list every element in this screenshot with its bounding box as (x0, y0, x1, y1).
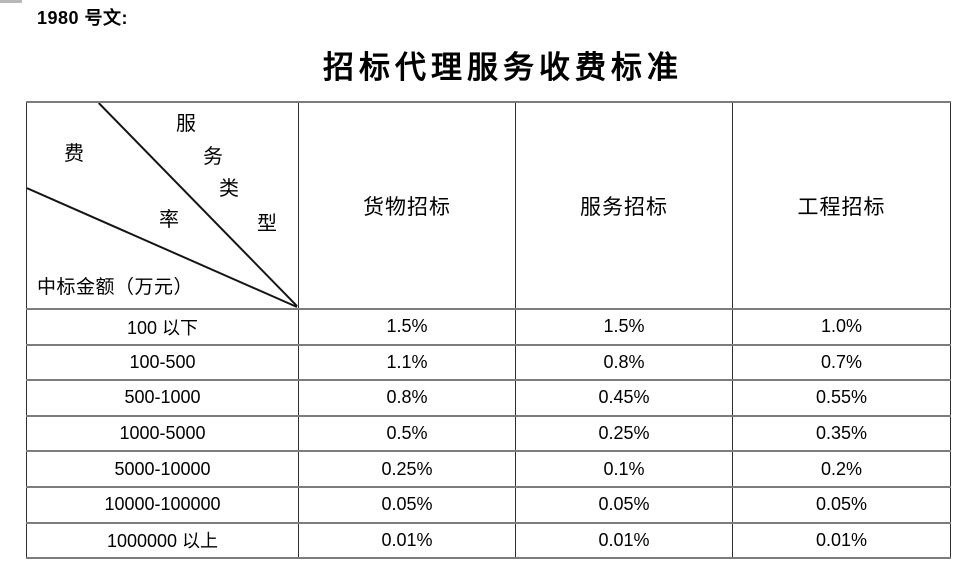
corner-label-fee-char-2: 率 (159, 209, 179, 231)
rate-cell: 0.7% (732, 343, 951, 382)
table-row: 100-500 1.1% 0.8% 0.7% (26, 343, 951, 382)
column-header-works: 工程招标 (732, 101, 951, 310)
amount-range-cell: 100 以下 (26, 308, 299, 346)
corner-label-type-char-3: 类 (219, 178, 239, 200)
amount-range-cell: 1000-5000 (26, 414, 299, 453)
rate-cell: 0.45% (515, 379, 733, 417)
table-row: 100 以下 1.5% 1.5% 1.0% (26, 308, 951, 346)
diagonal-split-lines (27, 104, 298, 307)
corner-label-type-char-1: 服 (176, 113, 196, 135)
rate-cell: 0.01% (298, 521, 516, 560)
rate-cell: 1.5% (298, 308, 516, 346)
rate-cell: 0.25% (515, 414, 733, 453)
rate-cell: 0.1% (515, 450, 733, 488)
column-header-goods: 货物招标 (298, 101, 516, 310)
corner-label-type-char-4: 型 (257, 213, 277, 235)
rate-cell: 1.1% (298, 343, 516, 382)
amount-range-cell: 1000000 以上 (26, 521, 299, 560)
rate-cell: 0.05% (515, 485, 733, 524)
doc-ref: 1980 号文: (37, 8, 129, 28)
rate-cell: 0.25% (298, 450, 516, 488)
table-header-row: 费 率 服 务 类 型 中标金额（万元） 货物招标 服务招标 工程招标 (26, 101, 951, 310)
table-row: 500-1000 0.8% 0.45% 0.55% (26, 379, 951, 417)
table-row: 10000-100000 0.05% 0.05% 0.05% (26, 485, 951, 524)
rate-cell: 0.8% (515, 343, 733, 382)
corner-label-type-char-2: 务 (203, 146, 223, 168)
amount-range-cell: 100-500 (26, 343, 299, 382)
row-axis-label: 中标金额（万元） (37, 277, 194, 298)
amount-range-cell: 500-1000 (26, 379, 299, 417)
rate-cell: 1.0% (732, 308, 951, 346)
table-row: 5000-10000 0.25% 0.1% 0.2% (26, 450, 951, 488)
page-title: 招标代理服务收费标准 (323, 50, 683, 85)
amount-range-cell: 5000-10000 (26, 450, 299, 488)
rate-cell: 0.8% (298, 379, 516, 417)
rate-cell: 0.05% (732, 485, 951, 524)
column-header-services: 服务招标 (515, 101, 733, 310)
corner-label-fee-char-1: 费 (64, 143, 84, 165)
rate-cell: 0.55% (732, 379, 951, 417)
rate-cell: 0.05% (298, 485, 516, 524)
rate-cell: 0.5% (298, 414, 516, 453)
rate-cell: 0.2% (732, 450, 951, 488)
table-row: 1000-5000 0.5% 0.25% 0.35% (26, 414, 951, 453)
page-edge-artifact (0, 0, 22, 3)
fee-standard-table: 费 率 服 务 类 型 中标金额（万元） 货物招标 服务招标 工程招标 100 … (26, 101, 951, 560)
rate-cell: 0.01% (732, 521, 951, 560)
rate-cell: 0.01% (515, 521, 733, 560)
amount-range-cell: 10000-100000 (26, 485, 299, 524)
corner-header-cell: 费 率 服 务 类 型 中标金额（万元） (26, 101, 299, 310)
table-row: 1000000 以上 0.01% 0.01% 0.01% (26, 521, 951, 560)
rate-cell: 0.35% (732, 414, 951, 453)
rate-cell: 1.5% (515, 308, 733, 346)
